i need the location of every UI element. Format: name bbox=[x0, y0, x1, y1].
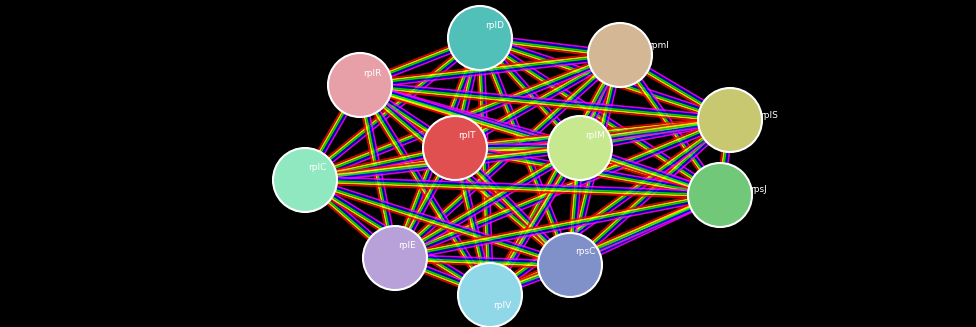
Text: rplV: rplV bbox=[493, 301, 511, 309]
Text: rplD: rplD bbox=[485, 22, 504, 30]
Circle shape bbox=[448, 6, 512, 70]
Text: rplT: rplT bbox=[458, 130, 475, 140]
Text: rpmI: rpmI bbox=[648, 41, 669, 49]
Text: rplS: rplS bbox=[760, 111, 778, 119]
Circle shape bbox=[588, 23, 652, 87]
Circle shape bbox=[423, 116, 487, 180]
Circle shape bbox=[688, 163, 752, 227]
Text: rplC: rplC bbox=[308, 163, 326, 171]
Circle shape bbox=[363, 226, 427, 290]
Circle shape bbox=[548, 116, 612, 180]
Text: rplM: rplM bbox=[585, 130, 605, 140]
Text: rpsJ: rpsJ bbox=[750, 185, 767, 195]
Circle shape bbox=[273, 148, 337, 212]
Text: rpsC: rpsC bbox=[575, 248, 595, 256]
Circle shape bbox=[698, 88, 762, 152]
Text: rplR: rplR bbox=[363, 68, 382, 77]
Circle shape bbox=[328, 53, 392, 117]
Circle shape bbox=[458, 263, 522, 327]
Text: rplE: rplE bbox=[398, 240, 416, 250]
Circle shape bbox=[538, 233, 602, 297]
